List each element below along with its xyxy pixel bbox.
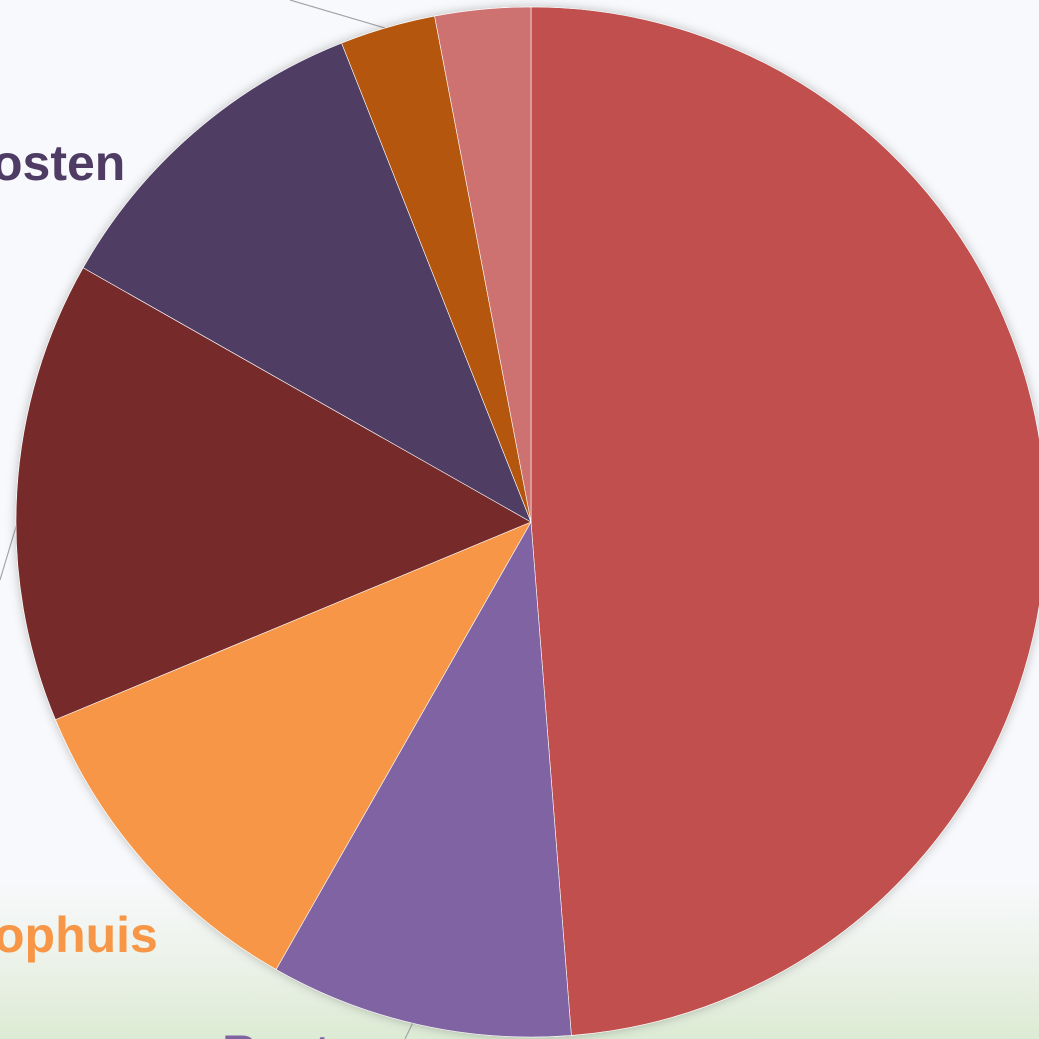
label-kosten: osten bbox=[0, 135, 125, 191]
pie-slice-2 bbox=[275, 521, 572, 1038]
leader-line-left bbox=[0, 519, 19, 581]
pie-slice-1 bbox=[530, 6, 1039, 1036]
label-ophuis: ophuis bbox=[0, 907, 158, 963]
pie-slice-3 bbox=[55, 521, 532, 970]
pie-slice-7 bbox=[434, 6, 532, 523]
label-best: Best bbox=[222, 1025, 331, 1039]
pie-slice-4 bbox=[15, 267, 532, 721]
pie-slice-5 bbox=[82, 42, 532, 523]
pie-slices bbox=[15, 6, 1039, 1038]
leader-line-top bbox=[289, 0, 386, 29]
